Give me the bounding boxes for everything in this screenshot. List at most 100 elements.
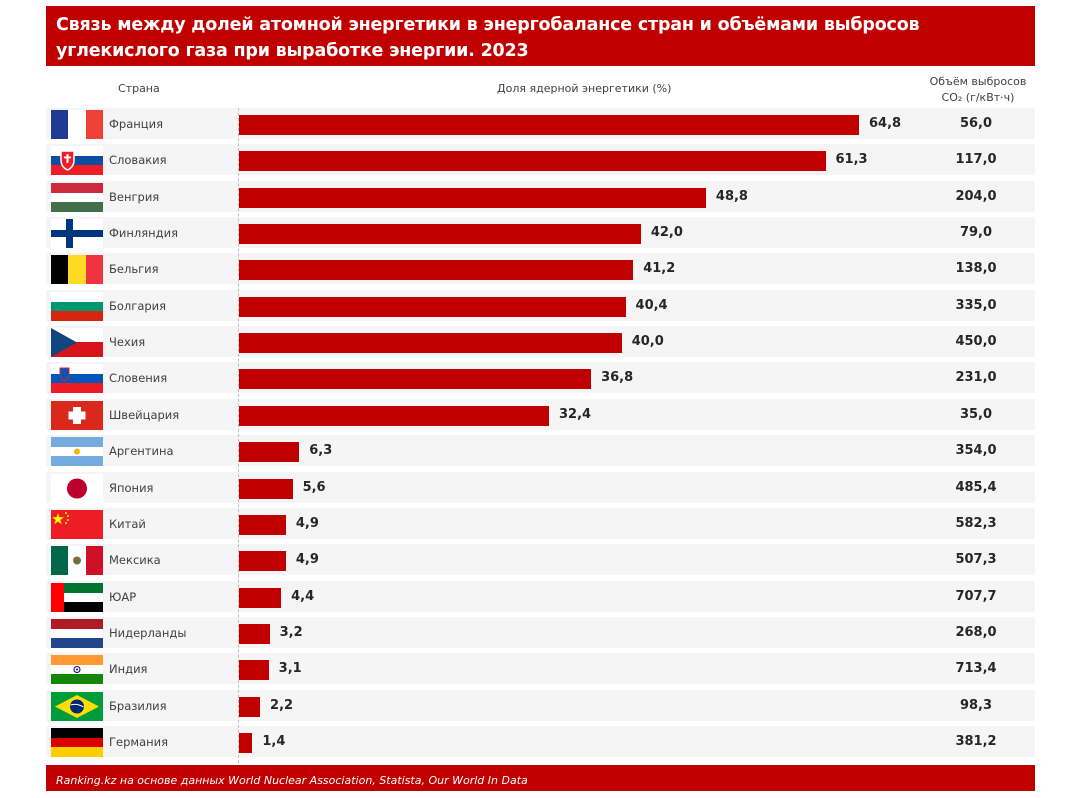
source-footer: Ranking.kz на основе данных World Nuclea… xyxy=(46,765,1035,791)
share-bar xyxy=(239,514,286,535)
hungary-flag-icon xyxy=(51,182,103,212)
india-flag-icon xyxy=(51,655,103,685)
column-header-share: Доля ядерной энергетики (%) xyxy=(497,82,672,95)
co2-value-label: 713,4 xyxy=(955,661,997,677)
france-flag-icon xyxy=(51,110,103,139)
country-label: Словения xyxy=(109,371,168,386)
argentina-flag-icon xyxy=(51,437,103,467)
chart-row: Венгрия 48,8 204,0 xyxy=(46,180,1035,212)
share-value-label: 1,4 xyxy=(262,733,286,749)
co2-value-label: 98,3 xyxy=(959,697,993,713)
share-bar xyxy=(239,551,286,572)
co2-value-label: 354,0 xyxy=(955,443,997,459)
co2-value-label: 450,0 xyxy=(955,334,997,350)
share-value-label: 64,8 xyxy=(869,116,902,131)
share-bar xyxy=(239,623,270,644)
china-flag-icon xyxy=(51,509,103,539)
share-bar xyxy=(239,478,293,499)
netherlands-flag-icon xyxy=(51,618,103,648)
germany-flag-icon xyxy=(51,727,103,757)
japan-flag-icon xyxy=(51,473,103,503)
share-bar xyxy=(239,369,592,390)
country-label: Бельгия xyxy=(109,262,159,277)
source-text: Ranking.kz на основе данных World Nuclea… xyxy=(56,774,528,787)
row-background xyxy=(46,580,1035,612)
bulgaria-flag-icon xyxy=(51,291,103,321)
share-value-label: 40,4 xyxy=(635,297,668,313)
share-bar xyxy=(239,260,634,281)
share-value-label: 5,6 xyxy=(302,479,326,495)
row-background xyxy=(46,653,1035,685)
share-value-label: 36,8 xyxy=(601,370,634,386)
country-label: Словакия xyxy=(109,153,167,168)
share-bar xyxy=(239,442,300,463)
co2-value-label: 268,0 xyxy=(955,624,997,640)
co2-value-label: 335,0 xyxy=(955,297,997,313)
column-header-country: Страна xyxy=(118,82,160,95)
row-background xyxy=(46,725,1035,757)
column-header-co2: Объём выбросов CO₂ (г/кВт·ч) xyxy=(918,74,1038,106)
share-bar xyxy=(239,187,706,208)
co2-value-label: 485,4 xyxy=(955,479,997,495)
slovakia-flag-icon xyxy=(51,146,103,176)
country-label: ЮАР xyxy=(109,589,137,604)
co2-value-label: 56,0 xyxy=(959,116,993,131)
row-background xyxy=(46,507,1035,539)
share-bar xyxy=(239,732,253,753)
finland-flag-icon xyxy=(51,219,103,249)
country-label: Китай xyxy=(109,516,146,531)
chart-row: Болгария 40,4 335,0 xyxy=(46,289,1035,321)
co2-value-label: 231,0 xyxy=(955,370,997,386)
share-bar xyxy=(239,151,826,172)
chart-row: Словения 36,8 231,0 xyxy=(46,362,1035,394)
share-value-label: 42,0 xyxy=(650,225,683,241)
country-label: Япония xyxy=(109,480,154,495)
country-label: Индия xyxy=(109,662,148,677)
row-background xyxy=(46,689,1035,721)
chart-row: Аргентина 6,3 354,0 xyxy=(46,435,1035,467)
share-value-label: 41,2 xyxy=(643,261,676,277)
co2-value-label: 138,0 xyxy=(955,261,997,277)
share-bar xyxy=(239,224,641,245)
co2-value-label: 381,2 xyxy=(955,733,997,749)
share-bar xyxy=(239,115,859,135)
share-value-label: 32,4 xyxy=(559,406,592,422)
brazil-flag-icon xyxy=(51,691,103,721)
share-value-label: 48,8 xyxy=(715,188,748,204)
country-label: Мексика xyxy=(109,553,161,568)
share-value-label: 6,3 xyxy=(309,443,333,459)
axis-baseline xyxy=(238,108,239,763)
share-bar xyxy=(239,405,549,426)
chart-row: Словакия 61,3 117,0 xyxy=(46,144,1035,176)
chart-row: Германия 1,4 381,2 xyxy=(46,725,1035,757)
share-value-label: 40,0 xyxy=(631,334,664,350)
co2-value-label: 204,0 xyxy=(955,188,997,204)
share-value-label: 4,9 xyxy=(295,515,319,531)
country-label: Франция xyxy=(109,117,163,131)
chart-title-bar: Связь между долей атомной энергетики в э… xyxy=(46,6,1035,66)
chart-row: Франция 64,8 56,0 xyxy=(46,108,1035,139)
row-background xyxy=(46,471,1035,503)
co2-value-label: 79,0 xyxy=(959,225,993,241)
mexico-flag-icon xyxy=(51,546,103,576)
share-bar xyxy=(239,660,269,681)
country-label: Швейцария xyxy=(109,407,180,422)
chart-row: Бразилия 2,2 98,3 xyxy=(46,689,1035,721)
co2-value-label: 117,0 xyxy=(955,152,997,168)
share-bar xyxy=(239,296,626,317)
share-value-label: 3,1 xyxy=(278,661,302,677)
chart-row: Бельгия 41,2 138,0 xyxy=(46,253,1035,285)
country-label: Чехия xyxy=(109,335,146,350)
chart-row: Швейцария 32,4 35,0 xyxy=(46,398,1035,430)
co2-value-label: 582,3 xyxy=(955,515,997,531)
row-background xyxy=(46,616,1035,648)
co2-value-label: 707,7 xyxy=(955,588,997,604)
share-bar xyxy=(239,587,282,608)
country-label: Венгрия xyxy=(109,189,160,204)
row-background xyxy=(46,544,1035,576)
row-background xyxy=(46,435,1035,467)
chart-row: Мексика 4,9 507,3 xyxy=(46,544,1035,576)
chart-row: Индия 3,1 713,4 xyxy=(46,653,1035,685)
share-value-label: 4,9 xyxy=(295,552,319,568)
uae-flag-icon xyxy=(51,582,103,612)
